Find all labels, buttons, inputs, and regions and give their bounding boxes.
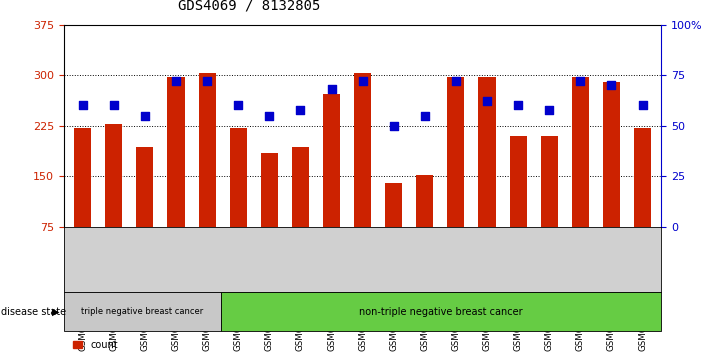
Point: [139, 113, 151, 118]
Bar: [198, 73, 215, 227]
Bar: [354, 73, 371, 227]
Point: [450, 79, 461, 84]
Point: [574, 79, 586, 84]
Bar: [385, 183, 402, 227]
Text: non-triple negative breast cancer: non-triple negative breast cancer: [359, 307, 523, 316]
Point: [543, 107, 555, 112]
Bar: [137, 147, 154, 227]
Bar: [261, 153, 278, 227]
Point: [77, 103, 88, 108]
Bar: [540, 136, 558, 227]
Bar: [105, 124, 122, 227]
Text: triple negative breast cancer: triple negative breast cancer: [82, 307, 203, 316]
Point: [264, 113, 275, 118]
Point: [388, 123, 400, 129]
Point: [170, 79, 181, 84]
Bar: [447, 76, 464, 227]
Bar: [572, 76, 589, 227]
Bar: [64, 292, 221, 331]
Text: ▶: ▶: [52, 307, 60, 316]
Bar: [323, 94, 340, 227]
Text: disease state: disease state: [1, 307, 66, 316]
Bar: [167, 76, 185, 227]
Point: [108, 103, 119, 108]
Point: [481, 99, 493, 104]
Text: GDS4069 / 8132805: GDS4069 / 8132805: [178, 0, 320, 12]
Point: [637, 103, 648, 108]
Legend: count, percentile rank within the sample: count, percentile rank within the sample: [69, 336, 259, 354]
Bar: [221, 292, 661, 331]
Bar: [634, 128, 651, 227]
Bar: [230, 128, 247, 227]
Bar: [292, 147, 309, 227]
Bar: [510, 136, 527, 227]
Bar: [603, 82, 620, 227]
Point: [201, 79, 213, 84]
Point: [606, 82, 617, 88]
Point: [232, 103, 244, 108]
Bar: [479, 76, 496, 227]
Point: [294, 107, 306, 112]
Bar: [416, 175, 434, 227]
Point: [419, 113, 431, 118]
Point: [513, 103, 524, 108]
Point: [326, 86, 337, 92]
Bar: [74, 128, 91, 227]
Point: [357, 79, 368, 84]
